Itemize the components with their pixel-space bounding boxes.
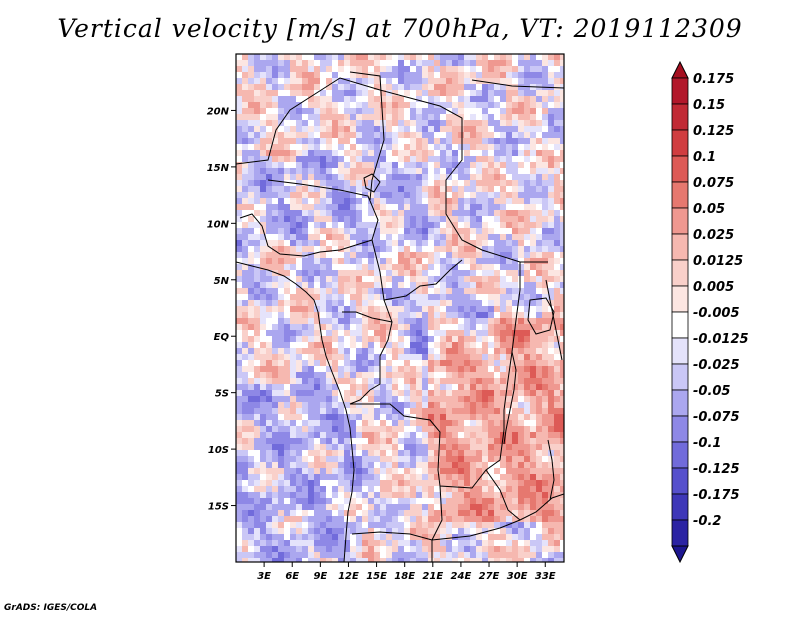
lon-tick-label: 6E bbox=[285, 571, 299, 582]
colorbar-label: 0.0125 bbox=[693, 254, 743, 269]
border-south-1 bbox=[431, 485, 443, 562]
colorbar-segment bbox=[671, 467, 689, 495]
border-west-1 bbox=[267, 179, 463, 301]
colorbar-segment bbox=[671, 363, 689, 391]
lon-tick-label: 21E bbox=[422, 571, 443, 582]
country-borders bbox=[236, 71, 564, 562]
map-frame bbox=[235, 53, 565, 563]
colorbar-segment bbox=[671, 181, 689, 209]
colorbar-segment bbox=[671, 389, 689, 417]
border-central-2 bbox=[342, 311, 393, 323]
lat-tick-label: 5S bbox=[215, 389, 229, 400]
border-east-1 bbox=[471, 79, 564, 89]
colorbar: 0.175 0.15 0.125 0.1 0.075 0.05 0.025 0.0125 0.0… bbox=[671, 60, 749, 564]
lon-tick-label: 15E bbox=[366, 571, 387, 582]
border-central-1 bbox=[369, 299, 393, 391]
lon-tick-label: 12E bbox=[338, 571, 359, 582]
lat-tick-label: 15N bbox=[207, 163, 230, 174]
border-south-2 bbox=[351, 493, 564, 541]
coastline bbox=[236, 261, 355, 562]
lat-tick-label: 10N bbox=[207, 219, 230, 230]
map-title: Vertical velocity [m/s] at 700hPa, VT: 2… bbox=[57, 14, 743, 43]
latitude-ticks: 20N 15N 10N 5N EQ 5S 10S 15S bbox=[207, 106, 236, 513]
colorbar-label: 0.125 bbox=[693, 124, 734, 139]
lat-tick-label: 20N bbox=[207, 106, 230, 117]
colorbar-segment bbox=[671, 285, 689, 313]
colorbar-segment bbox=[671, 441, 689, 469]
colorbar-label: -0.125 bbox=[693, 462, 740, 477]
lon-tick-label: 30E bbox=[507, 571, 528, 582]
colorbar-label: -0.05 bbox=[693, 384, 730, 399]
border-north-2 bbox=[349, 71, 385, 201]
lake-malawi bbox=[547, 439, 555, 501]
lake-victoria bbox=[527, 297, 555, 335]
credit-label: GrADS: IGES/COLA bbox=[4, 603, 98, 613]
lat-tick-label: EQ bbox=[214, 332, 230, 343]
colorbar-label: -0.2 bbox=[693, 514, 721, 529]
colorbar-label: 0.175 bbox=[693, 72, 734, 87]
lon-tick-label: 33E bbox=[535, 571, 556, 582]
lat-tick-label: 10S bbox=[208, 445, 229, 456]
colorbar-segment bbox=[671, 311, 689, 339]
lat-tick-label: 15S bbox=[208, 502, 229, 513]
colorbar-label: -0.005 bbox=[693, 306, 740, 321]
colorbar-segment bbox=[671, 155, 689, 183]
colorbar-label: -0.175 bbox=[693, 488, 740, 503]
colorbar-label: -0.075 bbox=[693, 410, 740, 425]
colorbar-label: 0.05 bbox=[693, 202, 725, 217]
colorbar-label: 0.005 bbox=[693, 280, 734, 295]
lake-chad bbox=[363, 173, 381, 193]
colorbar-segment bbox=[671, 233, 689, 261]
colorbar-label: 0.1 bbox=[693, 150, 716, 165]
colorbar-label: 0.075 bbox=[693, 176, 734, 191]
velocity-field bbox=[236, 54, 564, 562]
lon-tick-label: 27E bbox=[479, 571, 500, 582]
colorbar-top-arrow bbox=[671, 60, 689, 79]
colorbar-label: 0.15 bbox=[693, 98, 725, 113]
colorbar-segment bbox=[671, 493, 689, 521]
longitude-ticks: 3E 6E 9E 12E 15E 18E 21E 24E 27E 30E 33E bbox=[257, 562, 556, 582]
colorbar-segment bbox=[671, 103, 689, 131]
lon-tick-label: 3E bbox=[257, 571, 271, 582]
lon-tick-label: 9E bbox=[313, 571, 327, 582]
colorbar-label: 0.025 bbox=[693, 228, 734, 243]
colorbar-label: -0.1 bbox=[693, 436, 721, 451]
lat-tick-label: 5N bbox=[214, 276, 230, 287]
colorbar-segment bbox=[671, 77, 689, 105]
colorbar-bottom-arrow bbox=[671, 545, 689, 564]
border-south-3 bbox=[485, 469, 521, 521]
colorbar-label: -0.0125 bbox=[693, 332, 749, 347]
colorbar-segment bbox=[671, 259, 689, 287]
border-west-2 bbox=[239, 213, 373, 257]
colorbar-segment bbox=[671, 207, 689, 235]
colorbar-segment bbox=[671, 415, 689, 443]
colorbar-label: -0.025 bbox=[693, 358, 740, 373]
colorbar-segment bbox=[671, 129, 689, 157]
colorbar-segment bbox=[671, 519, 689, 547]
lon-tick-label: 24E bbox=[451, 571, 472, 582]
border-north-1 bbox=[236, 77, 548, 263]
lake-tanganyika bbox=[503, 351, 517, 445]
lon-tick-label: 18E bbox=[394, 571, 415, 582]
colorbar-segment bbox=[671, 337, 689, 365]
